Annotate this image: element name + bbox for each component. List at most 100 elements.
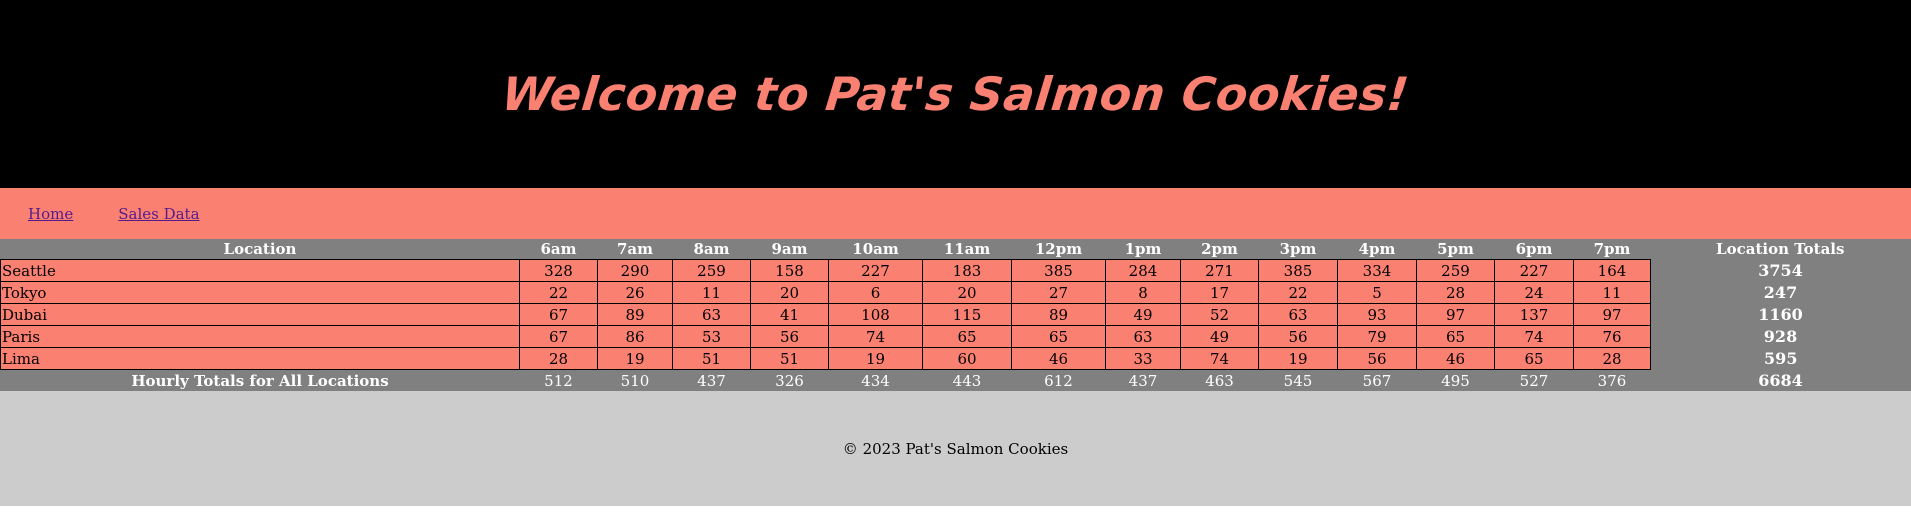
sales-cell: 46 xyxy=(1416,347,1495,370)
hour-column-header: 10am xyxy=(828,239,923,260)
sales-cell: 67 xyxy=(519,303,598,326)
sales-cell: 137 xyxy=(1494,303,1574,326)
table-row: Dubai 67 89 63 41 108 115 89 49 52 63 93 97 137 97 1160 xyxy=(0,303,1911,326)
hourly-total-cell: 545 xyxy=(1258,369,1338,391)
sales-table-section: Location 6am 7am 8am 9am 10am 11am 12pm 1pm 2pm 3… xyxy=(0,239,1911,391)
hourly-total-cell: 443 xyxy=(922,369,1012,391)
sales-cell: 19 xyxy=(597,347,673,370)
sales-cell: 284 xyxy=(1105,259,1181,282)
location-name-cell: Seattle xyxy=(0,259,520,282)
sales-cell: 56 xyxy=(1337,347,1417,370)
sales-cell: 22 xyxy=(519,281,598,304)
hourly-total-cell: 527 xyxy=(1494,369,1574,391)
sales-cell: 26 xyxy=(597,281,673,304)
hour-column-header: 7am xyxy=(597,239,673,260)
sales-cell: 158 xyxy=(750,259,829,282)
sales-cell: 108 xyxy=(828,303,923,326)
sales-cell: 27 xyxy=(1011,281,1106,304)
sales-cell: 259 xyxy=(1416,259,1495,282)
sales-cell: 46 xyxy=(1011,347,1106,370)
page-title: Welcome to Pat's Salmon Cookies! xyxy=(499,67,1412,121)
sales-cell: 51 xyxy=(672,347,751,370)
sales-cell: 49 xyxy=(1105,303,1181,326)
hour-column-header: 2pm xyxy=(1180,239,1259,260)
table-body: Seattle 328 290 259 158 227 183 385 284 271 385 334… xyxy=(0,259,1911,391)
site-footer: © 2023 Pat's Salmon Cookies xyxy=(0,391,1911,506)
sales-cell: 19 xyxy=(1258,347,1338,370)
sales-table: Location 6am 7am 8am 9am 10am 11am 12pm 1pm 2pm 3… xyxy=(0,239,1911,391)
sales-cell: 76 xyxy=(1573,325,1651,348)
table-row: Seattle 328 290 259 158 227 183 385 284 271 385 334… xyxy=(0,259,1911,282)
sales-cell: 63 xyxy=(1105,325,1181,348)
sales-cell: 28 xyxy=(519,347,598,370)
sales-cell: 56 xyxy=(750,325,829,348)
sales-cell: 49 xyxy=(1180,325,1259,348)
sales-cell: 28 xyxy=(1573,347,1651,370)
hourly-total-cell: 434 xyxy=(828,369,923,391)
hourly-total-cell: 495 xyxy=(1416,369,1495,391)
hour-column-header: 7pm xyxy=(1573,239,1651,260)
hourly-total-cell: 326 xyxy=(750,369,829,391)
location-name-cell: Dubai xyxy=(0,303,520,326)
hour-column-header: 1pm xyxy=(1105,239,1181,260)
nav-link-sales-data[interactable]: Sales Data xyxy=(118,204,200,223)
sales-cell: 74 xyxy=(1494,325,1574,348)
sales-cell: 74 xyxy=(1180,347,1259,370)
sales-cell: 97 xyxy=(1416,303,1495,326)
location-totals-column-header: Location Totals xyxy=(1650,239,1911,260)
sales-cell: 164 xyxy=(1573,259,1651,282)
sales-cell: 227 xyxy=(1494,259,1574,282)
sales-cell: 93 xyxy=(1337,303,1417,326)
sales-cell: 89 xyxy=(597,303,673,326)
location-name-cell: Lima xyxy=(0,347,520,370)
sales-cell: 63 xyxy=(1258,303,1338,326)
copyright-text: © 2023 Pat's Salmon Cookies xyxy=(842,439,1069,458)
table-row: Lima 28 19 51 51 19 60 46 33 74 19 56 46 65 28 595 xyxy=(0,347,1911,370)
sales-cell: 65 xyxy=(1494,347,1574,370)
site-header: Welcome to Pat's Salmon Cookies! xyxy=(0,0,1911,188)
sales-cell: 65 xyxy=(922,325,1012,348)
grand-total-cell: 6684 xyxy=(1650,369,1911,391)
hour-column-header: 3pm xyxy=(1258,239,1338,260)
sales-cell: 11 xyxy=(1573,281,1651,304)
hourly-total-cell: 512 xyxy=(519,369,598,391)
hourly-total-cell: 437 xyxy=(672,369,751,391)
sales-cell: 63 xyxy=(672,303,751,326)
sales-cell: 334 xyxy=(1337,259,1417,282)
sales-cell: 271 xyxy=(1180,259,1259,282)
hourly-total-cell: 376 xyxy=(1573,369,1651,391)
hour-column-header: 5pm xyxy=(1416,239,1495,260)
sales-cell: 24 xyxy=(1494,281,1574,304)
sales-cell: 74 xyxy=(828,325,923,348)
hourly-total-cell: 437 xyxy=(1105,369,1181,391)
sales-cell: 17 xyxy=(1180,281,1259,304)
sales-cell: 53 xyxy=(672,325,751,348)
hourly-total-cell: 510 xyxy=(597,369,673,391)
sales-cell: 19 xyxy=(828,347,923,370)
sales-cell: 22 xyxy=(1258,281,1338,304)
sales-cell: 5 xyxy=(1337,281,1417,304)
sales-cell: 385 xyxy=(1258,259,1338,282)
nav-link-home[interactable]: Home xyxy=(28,204,74,223)
hour-column-header: 6pm xyxy=(1494,239,1574,260)
sales-cell: 8 xyxy=(1105,281,1181,304)
table-row: Tokyo 22 26 11 20 6 20 27 8 17 22 5 28 24 11 247 xyxy=(0,281,1911,304)
sales-cell: 41 xyxy=(750,303,829,326)
sales-cell: 290 xyxy=(597,259,673,282)
location-total-cell: 1160 xyxy=(1650,303,1911,326)
sales-cell: 28 xyxy=(1416,281,1495,304)
table-header-row: Location 6am 7am 8am 9am 10am 11am 12pm 1pm 2pm 3… xyxy=(0,239,1911,260)
sales-cell: 20 xyxy=(750,281,829,304)
sales-cell: 89 xyxy=(1011,303,1106,326)
location-total-cell: 928 xyxy=(1650,325,1911,348)
sales-cell: 67 xyxy=(519,325,598,348)
hourly-totals-label: Hourly Totals for All Locations xyxy=(0,369,520,391)
sales-cell: 227 xyxy=(828,259,923,282)
sales-cell: 328 xyxy=(519,259,598,282)
hour-column-header: 6am xyxy=(519,239,598,260)
hourly-total-cell: 567 xyxy=(1337,369,1417,391)
location-total-cell: 3754 xyxy=(1650,259,1911,282)
sales-cell: 115 xyxy=(922,303,1012,326)
hourly-total-cell: 463 xyxy=(1180,369,1259,391)
sales-cell: 86 xyxy=(597,325,673,348)
